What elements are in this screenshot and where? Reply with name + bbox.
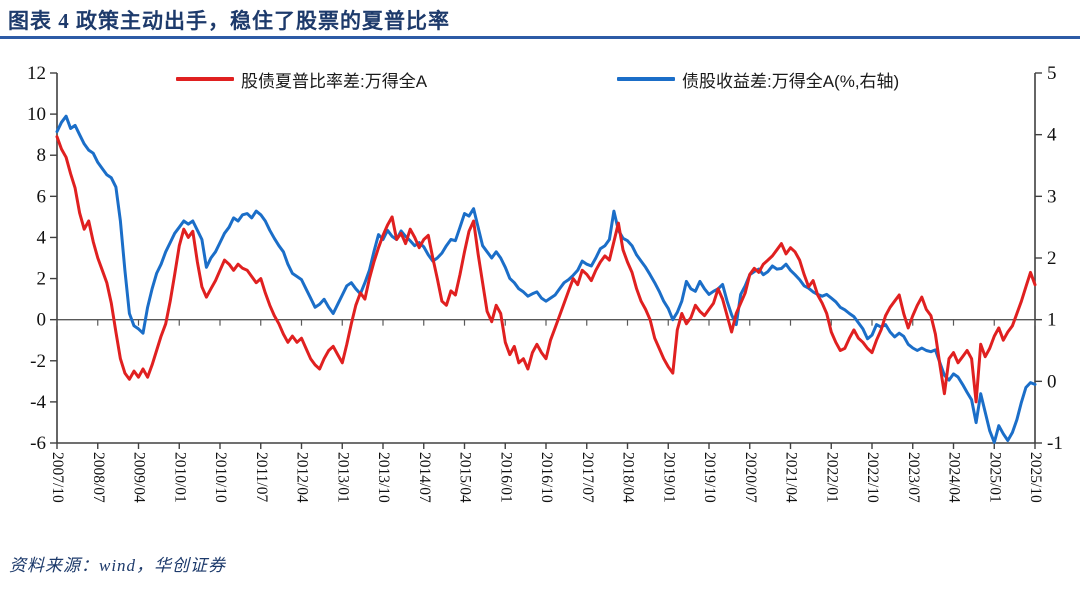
svg-text:2: 2 — [1047, 248, 1057, 269]
svg-text:2010/01: 2010/01 — [171, 452, 188, 503]
svg-text:2011/07: 2011/07 — [253, 452, 270, 502]
red-series-line — [55, 135, 1037, 404]
svg-text:2007/10: 2007/10 — [49, 452, 66, 503]
svg-text:2022/10: 2022/10 — [864, 452, 881, 503]
svg-text:-2: -2 — [30, 351, 46, 372]
svg-text:2013/01: 2013/01 — [334, 452, 351, 503]
source-note: 资料来源：wind，华创证券 — [9, 556, 227, 575]
blue-series-line — [55, 114, 1037, 444]
svg-text:2016/10: 2016/10 — [538, 452, 555, 503]
svg-text:2023/07: 2023/07 — [905, 452, 922, 503]
svg-text:3: 3 — [1047, 186, 1057, 207]
svg-text:-1: -1 — [1047, 433, 1063, 454]
left-axis: 12 10 8 6 4 2 0 -2 -4 -6 — [27, 63, 57, 454]
svg-text:2024/04: 2024/04 — [946, 452, 963, 503]
figure-title: 图表 4 政策主动出手，稳住了股票的夏普比率 — [8, 9, 450, 33]
svg-text:2010/10: 2010/10 — [212, 452, 229, 503]
svg-text:2017/07: 2017/07 — [579, 452, 596, 503]
svg-text:2021/04: 2021/04 — [783, 452, 800, 503]
svg-text:2025/01: 2025/01 — [986, 452, 1003, 503]
svg-text:2014/07: 2014/07 — [416, 452, 433, 503]
svg-text:4: 4 — [37, 227, 47, 248]
chart-area: 12 10 8 6 4 2 0 -2 -4 -6 5 4 3 2 1 0 -1 2007/10 2008/07 200… — [0, 39, 1080, 549]
svg-text:2022/01: 2022/01 — [823, 452, 840, 503]
right-axis: 5 4 3 2 1 0 -1 — [1035, 63, 1063, 454]
svg-text:2008/07: 2008/07 — [90, 452, 107, 503]
svg-text:10: 10 — [27, 104, 46, 125]
svg-text:2019/10: 2019/10 — [701, 452, 718, 503]
svg-text:6: 6 — [37, 186, 47, 207]
svg-text:2: 2 — [37, 269, 47, 290]
svg-text:2015/04: 2015/04 — [457, 452, 474, 503]
svg-text:2016/01: 2016/01 — [497, 452, 514, 503]
svg-text:12: 12 — [27, 63, 46, 84]
svg-text:2020/07: 2020/07 — [742, 452, 759, 503]
svg-text:2025/10: 2025/10 — [1027, 452, 1044, 503]
svg-text:2013/10: 2013/10 — [375, 452, 392, 503]
svg-text:0: 0 — [37, 310, 47, 331]
svg-text:-4: -4 — [30, 392, 46, 413]
title-underline — [0, 36, 1080, 39]
svg-text:0: 0 — [1047, 371, 1057, 392]
svg-text:-6: -6 — [30, 433, 46, 454]
svg-text:2018/04: 2018/04 — [620, 452, 637, 503]
svg-text:1: 1 — [1047, 310, 1057, 331]
svg-text:5: 5 — [1047, 63, 1057, 84]
svg-text:2012/04: 2012/04 — [294, 452, 311, 503]
svg-text:8: 8 — [37, 145, 47, 166]
svg-text:2009/04: 2009/04 — [131, 452, 148, 503]
svg-text:4: 4 — [1047, 125, 1057, 146]
x-axis: 2007/10 2008/07 2009/04 2010/01 2010/10 2011/… — [49, 319, 1044, 503]
svg-text:2019/01: 2019/01 — [660, 452, 677, 503]
